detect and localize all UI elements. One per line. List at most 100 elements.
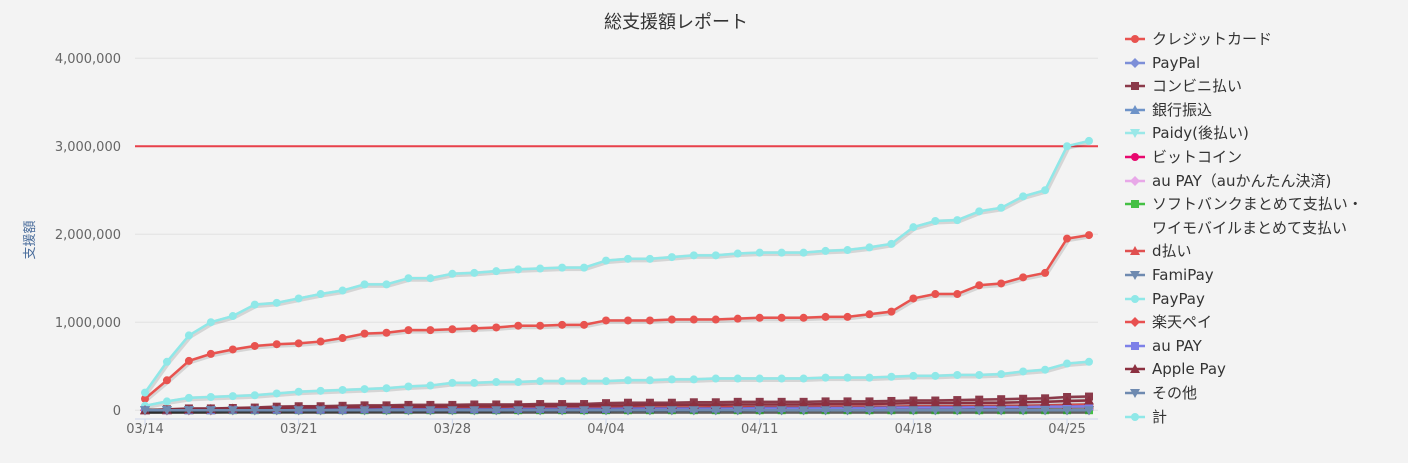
data-point <box>909 294 918 303</box>
data-point <box>580 320 589 329</box>
data-point <box>492 267 501 276</box>
data-point <box>666 406 677 416</box>
data-point <box>1018 406 1029 416</box>
legend-item[interactable]: ビットコイン <box>1124 146 1404 170</box>
legend-label: その他 <box>1152 383 1198 402</box>
data-point <box>426 381 435 390</box>
data-point <box>294 294 303 303</box>
data-point <box>887 307 896 316</box>
data-point <box>931 217 940 225</box>
data-point <box>842 406 853 416</box>
data-point <box>404 274 413 283</box>
data-point <box>1019 367 1028 376</box>
legend-marker <box>1130 57 1140 68</box>
data-point <box>908 406 919 416</box>
data-point <box>360 329 369 338</box>
data-point <box>842 399 853 409</box>
legend-item[interactable]: その他 <box>1124 382 1404 406</box>
data-point <box>1062 395 1073 405</box>
x-tick-label: 03/21 <box>280 422 317 437</box>
data-point <box>382 328 391 337</box>
data-point <box>580 263 589 272</box>
data-point <box>425 406 436 416</box>
legend-symbol <box>1125 246 1145 256</box>
legend-item[interactable]: コンビニ払い <box>1124 75 1404 99</box>
data-point <box>1085 136 1093 145</box>
legend-label: 楽天ペイ <box>1152 313 1213 332</box>
legend-label: d払い <box>1152 242 1192 261</box>
data-point <box>1084 395 1094 405</box>
data-point <box>887 372 896 381</box>
legend-item[interactable]: Apple Pay <box>1124 358 1404 382</box>
data-point <box>733 314 742 323</box>
legend-label: au PAY（auかんたん決済) <box>1152 171 1332 190</box>
legend-item[interactable]: PayPal <box>1124 52 1404 76</box>
data-point <box>952 398 963 408</box>
data-point <box>426 326 435 335</box>
legend-item[interactable]: 楽天ペイ <box>1124 311 1404 335</box>
legend-item[interactable]: au PAY <box>1124 335 1404 359</box>
data-point <box>602 377 611 386</box>
y-tick-label: 0 <box>113 404 121 419</box>
data-point <box>580 377 589 386</box>
data-point <box>293 406 304 416</box>
legend-item[interactable]: d払い <box>1124 240 1404 264</box>
data-point <box>865 243 874 252</box>
legend-item[interactable]: FamiPay <box>1124 264 1404 288</box>
data-point <box>733 249 742 258</box>
data-point <box>536 377 545 386</box>
legend-symbol <box>1125 294 1145 303</box>
data-point <box>799 248 808 257</box>
legend-item[interactable]: Paidy(後払い) <box>1124 122 1404 146</box>
legend-item[interactable]: ソフトバンクまとめて支払い・ ワイモバイルまとめて支払い <box>1124 193 1404 240</box>
legend-item[interactable]: au PAY（auかんたん決済) <box>1124 170 1404 194</box>
data-point <box>1084 406 1094 416</box>
legend-label: PayPal <box>1152 53 1201 72</box>
legend-item[interactable]: 計 <box>1124 406 1404 430</box>
data-point <box>206 393 215 401</box>
legend-marker <box>1130 246 1140 256</box>
data-point <box>557 406 568 416</box>
data-point <box>733 374 742 383</box>
data-point <box>667 315 676 324</box>
data-point <box>799 374 808 383</box>
data-point <box>623 254 632 263</box>
legend-symbol <box>1125 317 1145 328</box>
data-point <box>249 406 260 416</box>
data-point <box>294 339 303 348</box>
data-point <box>514 378 523 387</box>
data-point <box>710 406 721 416</box>
data-point <box>294 387 303 396</box>
data-point <box>183 406 194 416</box>
data-point <box>470 378 479 387</box>
data-point <box>514 265 523 274</box>
data-point <box>776 406 787 416</box>
data-point <box>623 316 632 325</box>
legend-marker <box>1130 388 1140 398</box>
data-point <box>250 341 259 350</box>
data-point <box>1041 268 1050 277</box>
data-point <box>931 290 940 299</box>
data-point <box>382 280 391 289</box>
data-point <box>161 406 172 416</box>
data-point <box>821 373 830 382</box>
legend-marker <box>1131 341 1139 350</box>
legend-label: コンビニ払い <box>1152 77 1243 96</box>
data-point <box>645 254 654 263</box>
data-point <box>1041 365 1050 374</box>
data-point <box>492 378 501 387</box>
legend-item[interactable]: 銀行振込 <box>1124 99 1404 123</box>
data-point <box>711 315 720 324</box>
data-point <box>864 399 875 409</box>
data-point <box>667 253 676 262</box>
data-point <box>447 406 458 416</box>
legend-symbol <box>1125 129 1145 139</box>
legend-item[interactable]: クレジットカード <box>1124 28 1404 52</box>
data-point <box>688 406 699 416</box>
legend-item[interactable]: PayPay <box>1124 288 1404 312</box>
data-point <box>777 248 786 257</box>
data-point <box>316 337 325 346</box>
y-tick-label: 4,000,000 <box>55 52 121 67</box>
